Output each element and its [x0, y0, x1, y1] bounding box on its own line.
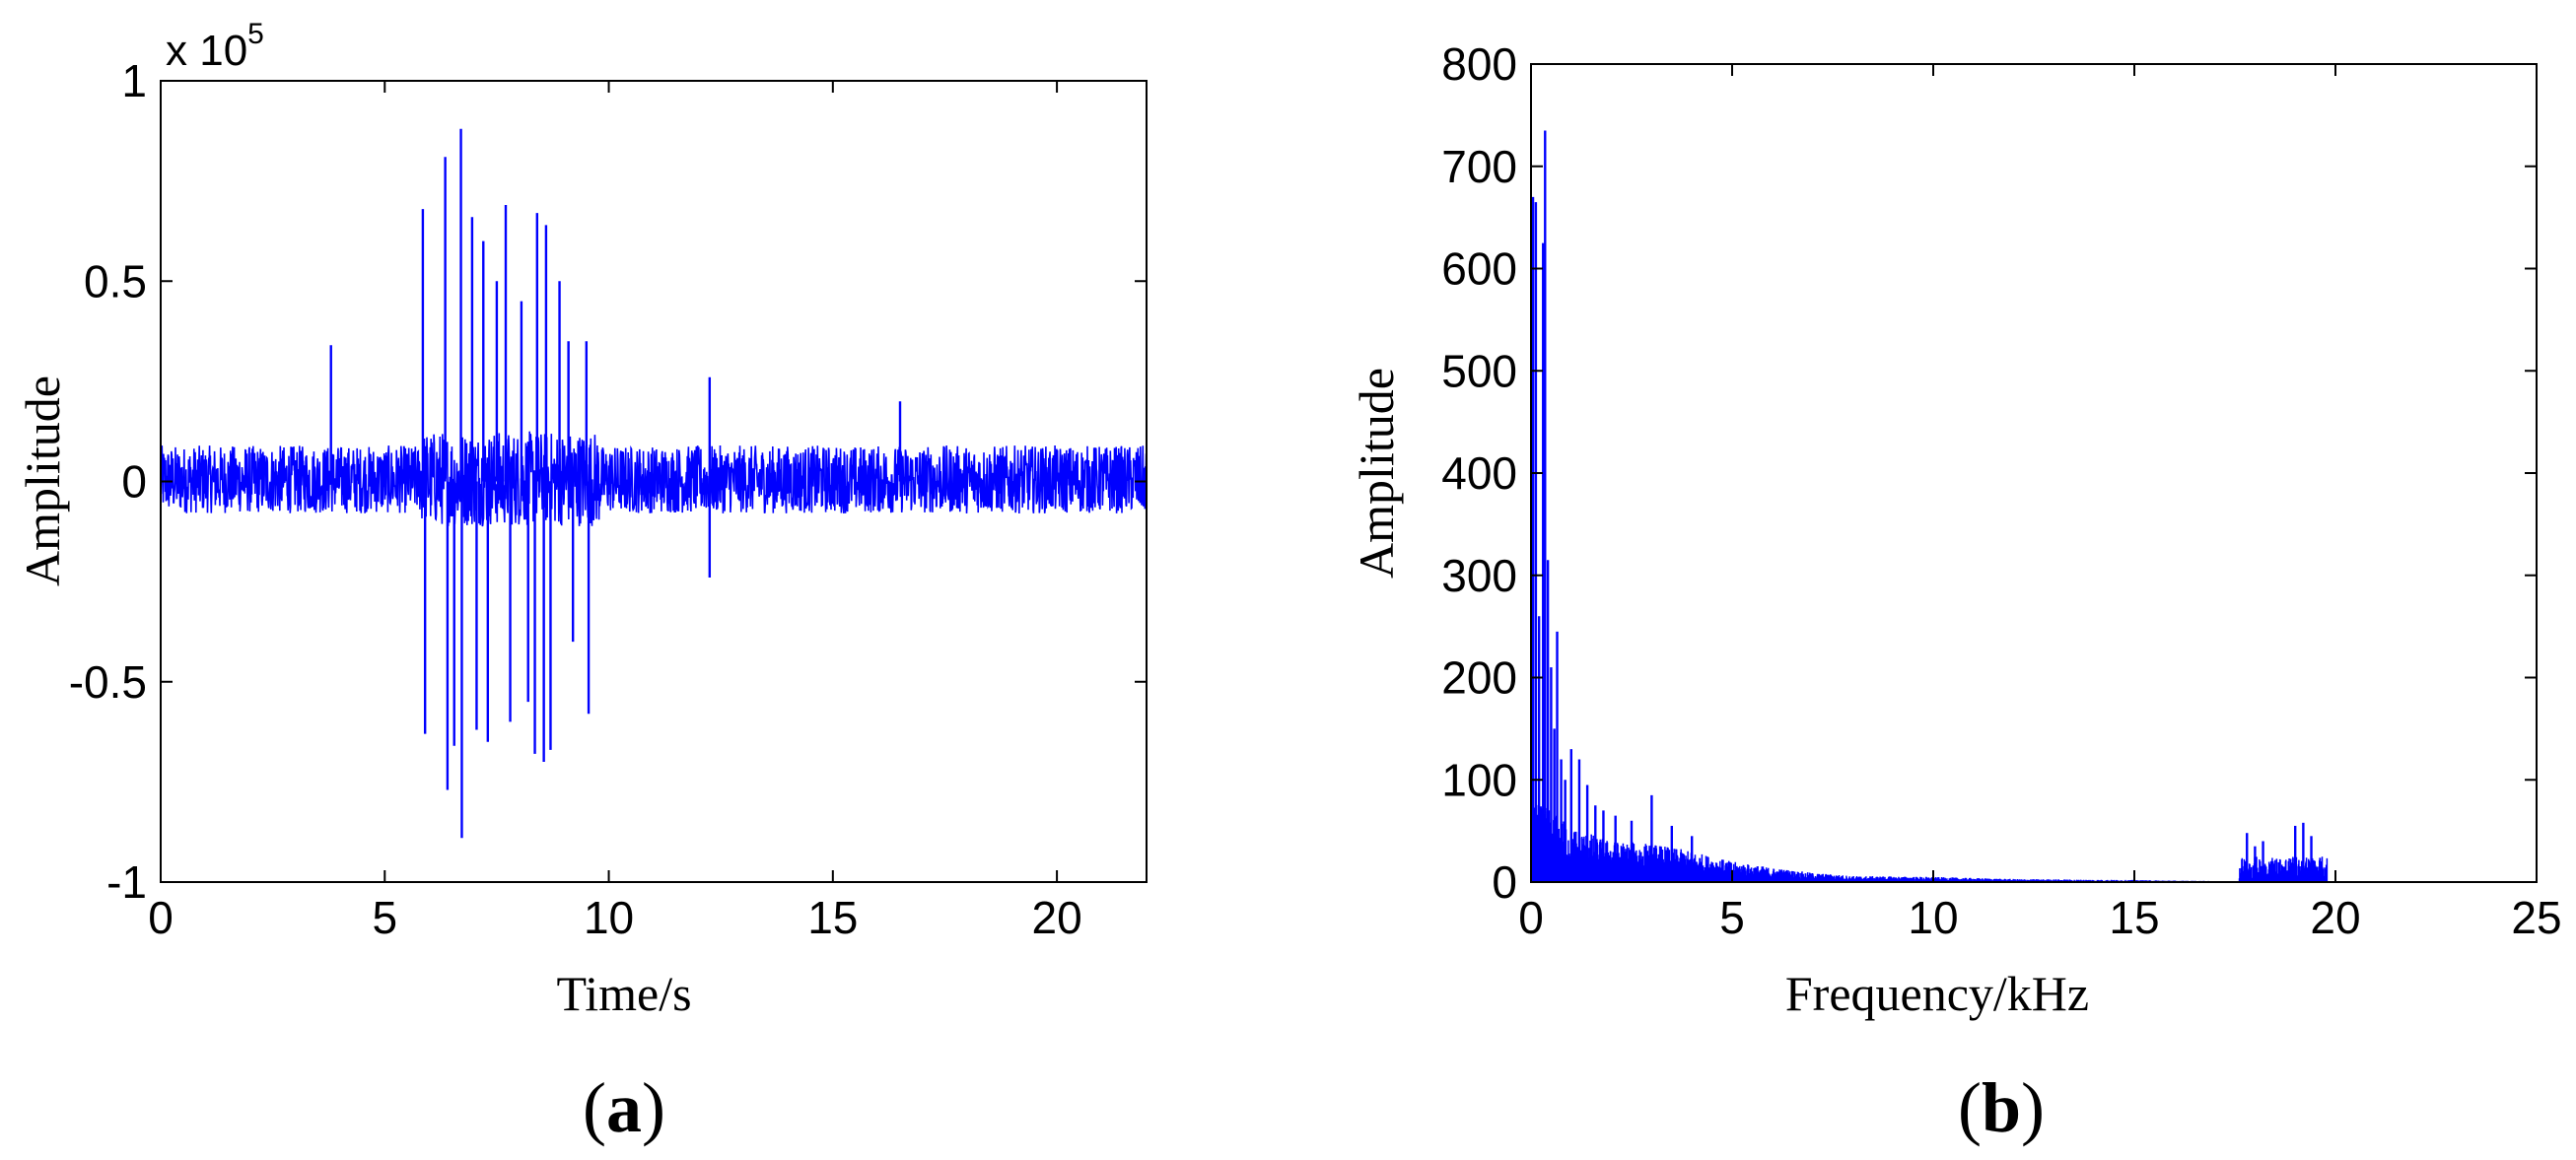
x-tick-label-b: 15 — [2109, 892, 2159, 943]
series-a-amplitude — [161, 128, 1147, 839]
y-tick-label-b: 500 — [1441, 345, 1517, 396]
panel-label-b: (b) — [1958, 1068, 2045, 1147]
x-ticks-a: 0 5 10 15 20 — [148, 81, 1082, 943]
y-tick-label-b: 100 — [1441, 754, 1517, 805]
y-tick-label-b: 400 — [1441, 447, 1517, 499]
x-tick-label-b: 25 — [2511, 892, 2561, 943]
y-tick-label-b: 300 — [1441, 550, 1517, 601]
y-tick-label-a: 0 — [121, 456, 147, 508]
y-ticks-b: 0 100 200 300 400 500 600 700 800 — [1441, 38, 2537, 908]
x-ticks-b: 0 5 10 15 20 25 — [1518, 64, 2562, 943]
y-tick-label-a: -0.5 — [69, 656, 147, 708]
y-tick-label-a: 0.5 — [84, 255, 147, 307]
x-tick-label-a: 15 — [807, 892, 858, 943]
x-axis-title-b: Frequency/kHz — [1785, 966, 2089, 1021]
y-tick-label-b: 700 — [1441, 141, 1517, 192]
plot-area-b — [1531, 64, 2537, 882]
y-tick-label-b: 0 — [1492, 856, 1517, 908]
x-tick-label-b: 10 — [1908, 892, 1958, 943]
x-tick-label-b: 20 — [2310, 892, 2360, 943]
y-tick-label-b: 800 — [1441, 38, 1517, 90]
y-multiplier-label-a: x 105 — [166, 18, 264, 75]
x-tick-label-a: 0 — [148, 892, 174, 943]
y-tick-label-b: 200 — [1441, 652, 1517, 704]
y-axis-title-a: Amplitude — [15, 375, 70, 586]
x-tick-label-b: 5 — [1719, 892, 1745, 943]
signal-trace-a — [161, 431, 1147, 527]
panel-label-a: (a) — [583, 1068, 665, 1147]
x-tick-label-a: 5 — [372, 892, 397, 943]
y-tick-label-b: 600 — [1441, 243, 1517, 295]
x-tick-label-a: 20 — [1032, 892, 1082, 943]
x-tick-label-b: 0 — [1518, 892, 1544, 943]
y-ticks-a: -1 -0.5 0 0.5 1 — [69, 55, 1147, 908]
panel-a-time-signal: 0 5 10 15 20 -1 -0.5 0 0.5 1 x 105 Time/s Amplit… — [15, 18, 1148, 1147]
y-axis-title-b: Amplitude — [1349, 368, 1404, 579]
y-tick-label-a: 1 — [121, 55, 147, 106]
y-tick-label-a: -1 — [106, 856, 147, 908]
x-tick-label-a: 10 — [584, 892, 634, 943]
x-axis-title-a: Time/s — [556, 966, 691, 1021]
panel-b-frequency-spectrum: 0 5 10 15 20 25 0 100 200 300 400 500 600 700 800 Fre… — [1349, 38, 2562, 1147]
